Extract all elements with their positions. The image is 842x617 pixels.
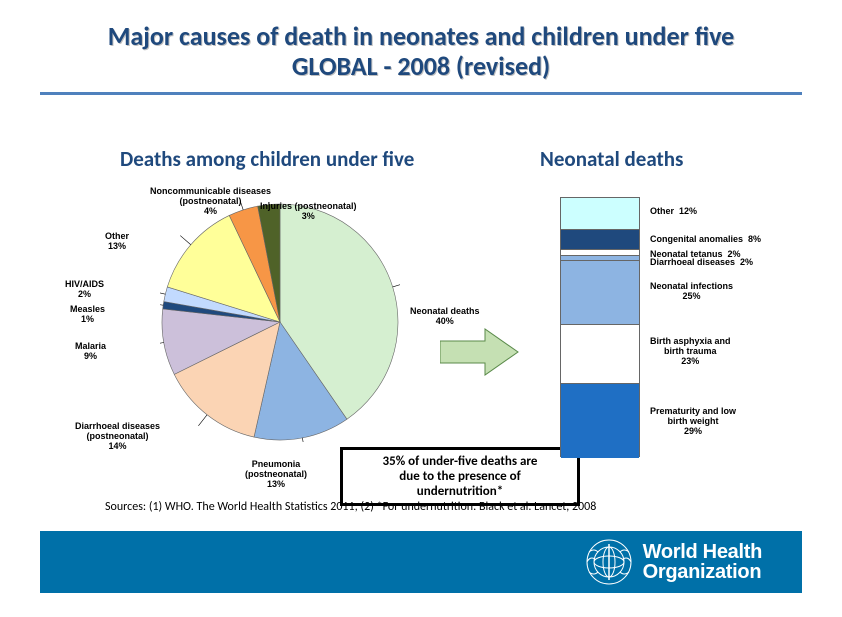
who-text-line2: Organization <box>643 562 762 582</box>
subtitle-left: Deaths among children under five <box>120 146 414 172</box>
bar-label: Other 12% <box>650 207 697 217</box>
bar-segment <box>561 198 639 229</box>
pie-label: Other 13% <box>105 232 129 252</box>
bar-segment <box>561 229 639 250</box>
title-rule <box>40 92 802 95</box>
pie-label: Noncommunicable diseases (postneonatal) … <box>150 187 271 217</box>
pie-label: Pneumonia (postneonatal) 13% <box>245 460 307 490</box>
pie-chart <box>160 202 400 442</box>
callout-box: 35% of under-five deaths are due to the … <box>340 447 580 506</box>
bar-label: Neonatal infections 25% <box>650 282 733 302</box>
pie-label: Injuries (postneonatal) 3% <box>260 202 357 222</box>
callout-text: 35% of under-five deaths are due to the … <box>383 454 538 499</box>
bar-segment <box>561 324 639 383</box>
who-text-line1: World Health <box>643 542 762 562</box>
bar-segment <box>561 383 639 458</box>
pie-label: HIV/AIDS 2% <box>65 280 104 300</box>
stacked-bar-chart <box>560 197 640 457</box>
title-line2: GLOBAL - 2008 (revised) <box>292 50 550 82</box>
bar-label: Prematurity and low birth weight 29% <box>650 407 736 437</box>
pie-label: Malaria 9% <box>75 342 106 362</box>
pie-label: Neonatal deaths 40% <box>410 307 480 327</box>
subtitle-right: Neonatal deaths <box>540 146 683 172</box>
sources-text: Sources: (1) WHO. The World Health Stati… <box>105 500 596 514</box>
pie-label: Diarrhoeal diseases (postneonatal) 14% <box>75 422 160 452</box>
chart-area: Neonatal deaths 40% Pneumonia (postneonat… <box>40 172 810 512</box>
pie-label: Measles 1% <box>70 305 105 325</box>
title-line1: Major causes of death in neonates and ch… <box>108 20 735 52</box>
footer-banner: World Health Organization <box>40 531 802 593</box>
bar-segment <box>561 260 639 324</box>
bar-label: Congenital anomalies 8% <box>650 235 761 245</box>
bar-label: Birth asphyxia and birth trauma 23% <box>650 337 731 367</box>
page-title: Major causes of death in neonates and ch… <box>0 22 842 82</box>
bar-label: Diarrhoeal diseases 2% <box>650 258 753 268</box>
who-emblem-icon <box>585 538 633 586</box>
who-logo: World Health Organization <box>585 538 762 586</box>
arrow-icon <box>440 327 520 377</box>
